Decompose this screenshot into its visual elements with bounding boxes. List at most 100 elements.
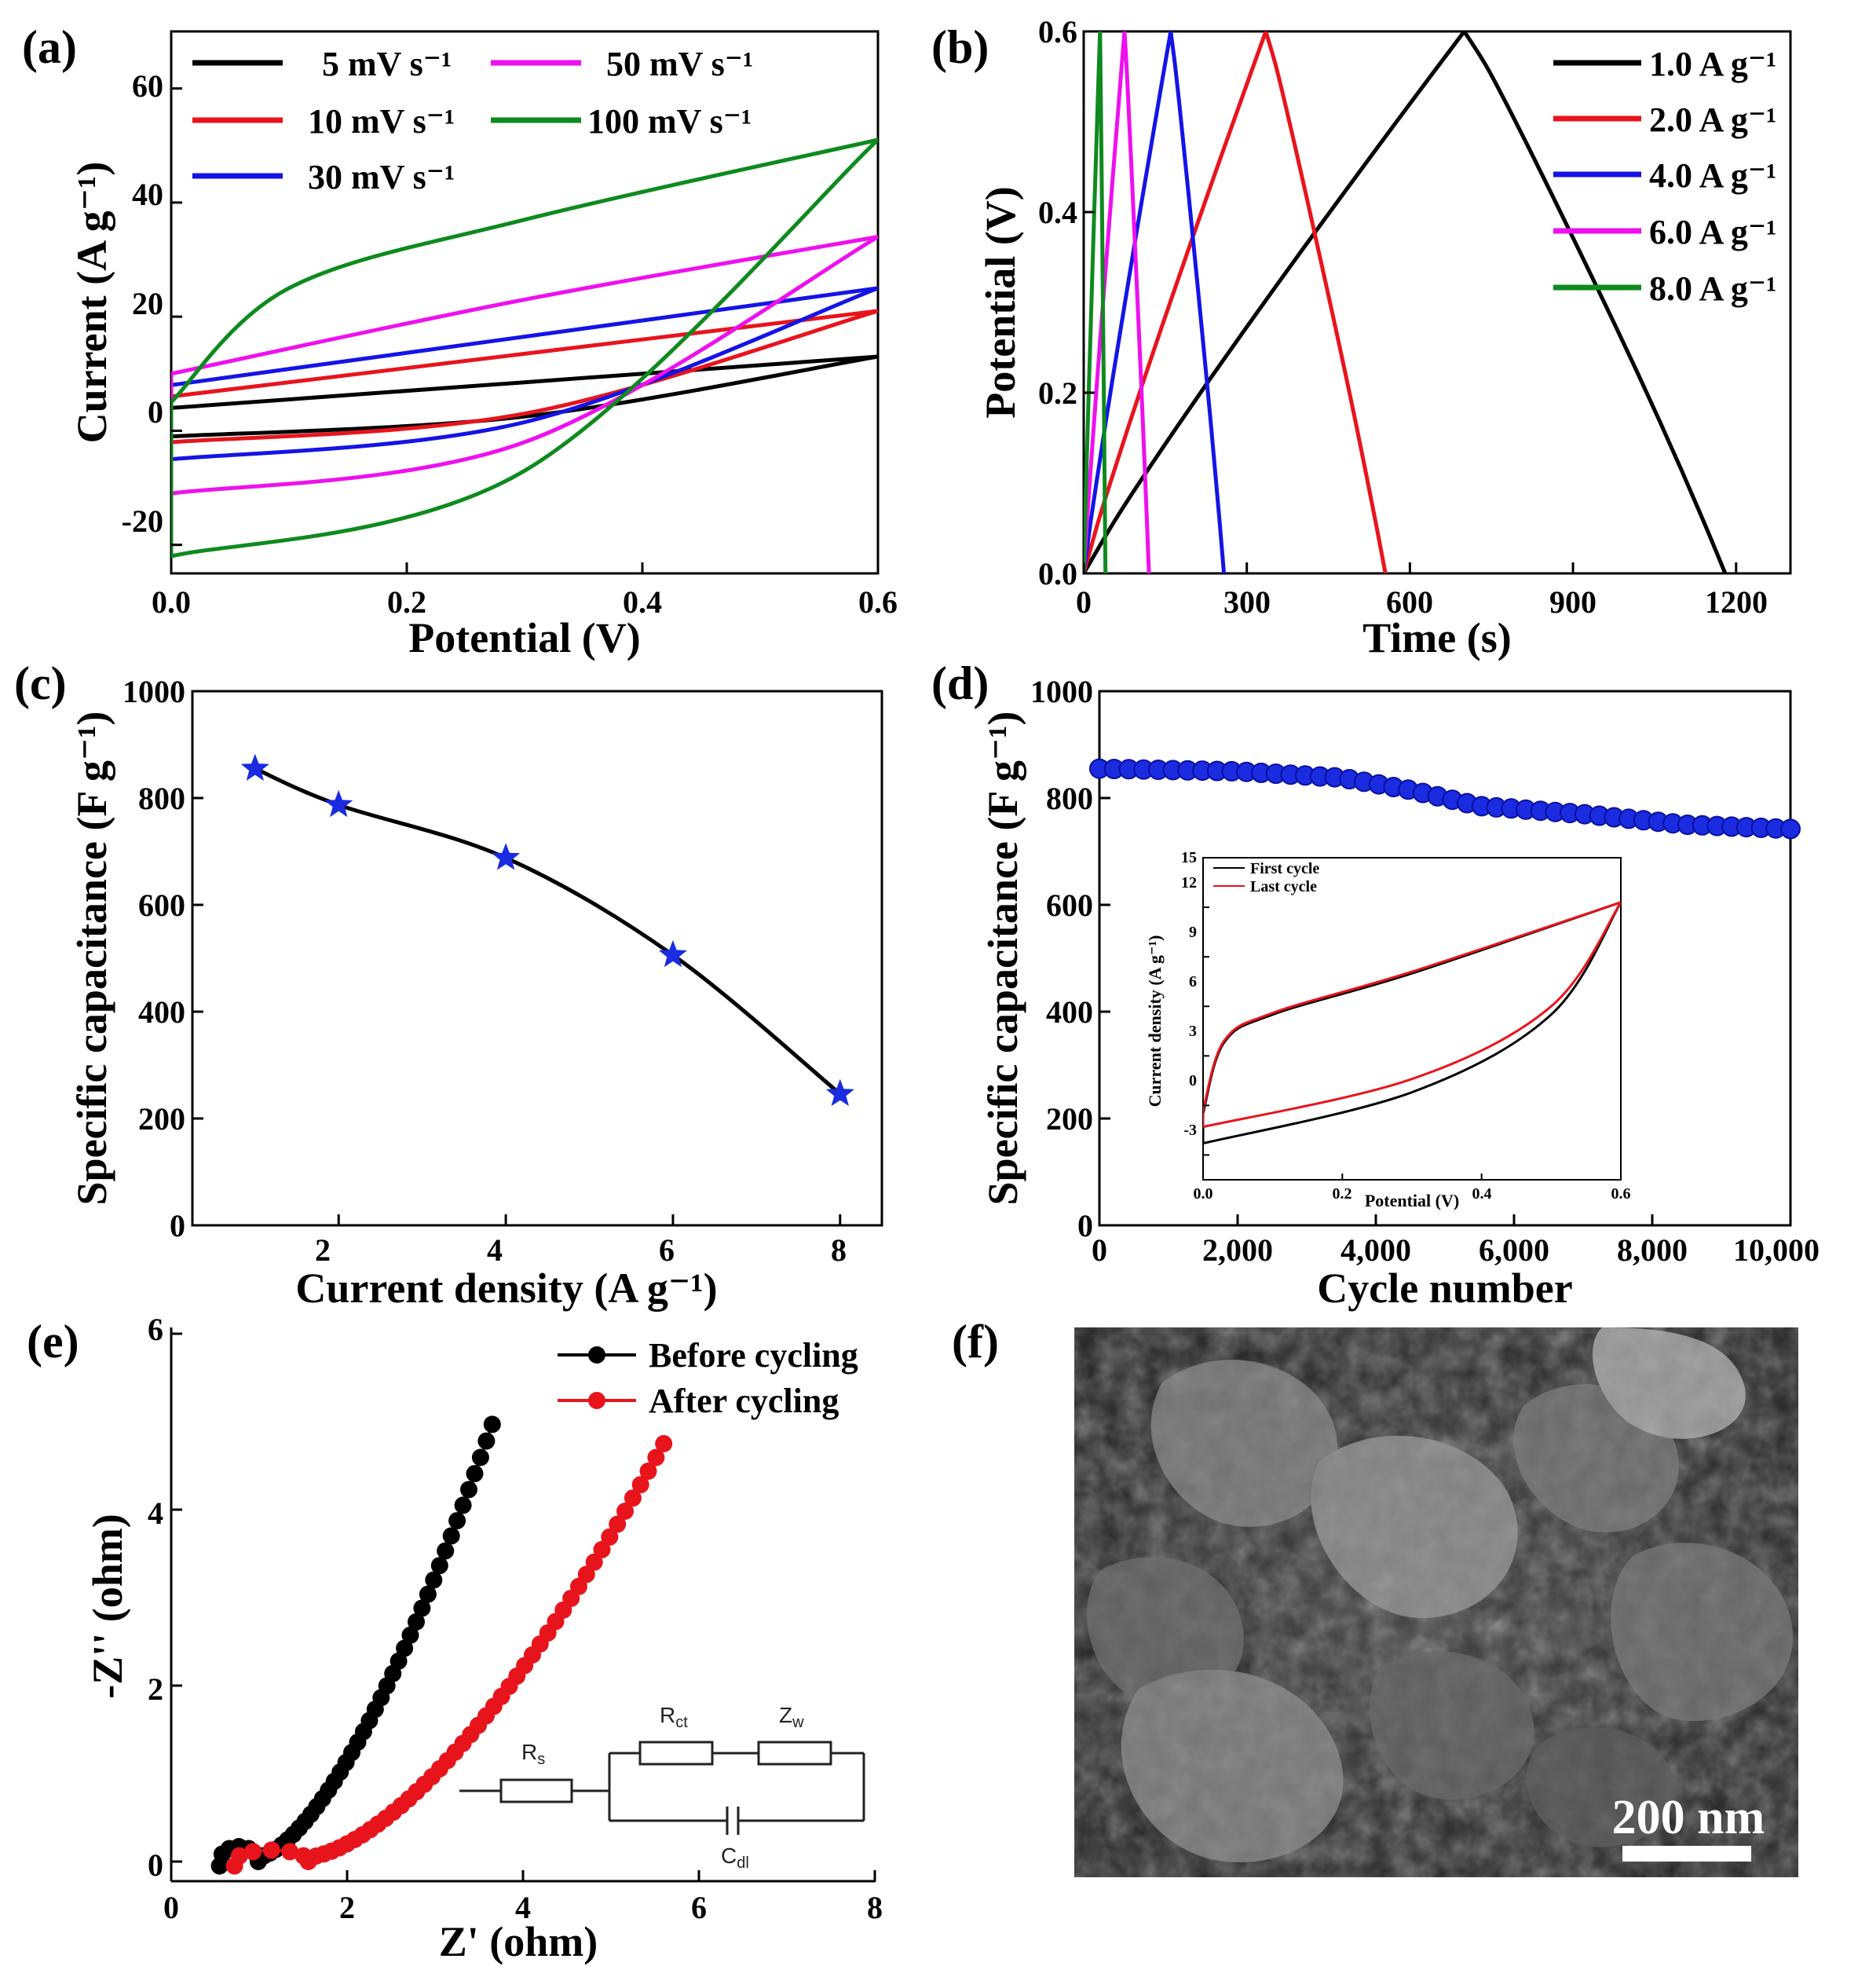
a-cv-loop-4 <box>171 137 878 558</box>
a-xlabel: Potential (V) <box>408 614 640 661</box>
panel-d-frame <box>1098 690 1792 1227</box>
e-ytick: 0 <box>148 1847 163 1883</box>
d-xlabel: Cycle number <box>1317 1265 1572 1312</box>
d-inset-ytick: 15 <box>1181 849 1197 866</box>
b-legend-4: 4.0 A g⁻¹ <box>1649 156 1776 195</box>
circuit-label-zw-sub: w <box>792 1714 804 1731</box>
circuit-label-cdl: Cdl <box>721 1843 749 1872</box>
e-nyquist-point <box>609 1515 627 1533</box>
d-ytick: 0 <box>1077 1208 1093 1243</box>
circuit-label-cdl-main: C <box>721 1843 737 1868</box>
d-inset-xtick: 0.4 <box>1472 1185 1492 1203</box>
d-inset-ytick: -3 <box>1183 1122 1197 1139</box>
e-nyquist-point <box>230 1847 248 1865</box>
e-ytick: 4 <box>148 1496 163 1531</box>
d-xtick: 10,000 <box>1733 1232 1820 1268</box>
c-xlabel: Current density (A g⁻¹) <box>295 1265 717 1312</box>
panel-c-chart: 2 4 6 8 0 200 400 600 800 1000 Current d… <box>68 674 883 1312</box>
e-xtick: 0 <box>163 1890 179 1925</box>
panel-f-label: (f) <box>952 1316 999 1367</box>
b-xlabel: Time (s) <box>1362 614 1511 661</box>
e-nyquist-point <box>437 1542 455 1560</box>
d-inset-ytick: 6 <box>1189 973 1197 990</box>
a-cv-loop-1 <box>171 309 878 445</box>
c-ylabel: Specific capacitance (F g⁻¹) <box>68 711 115 1205</box>
c-star-marker <box>492 843 521 870</box>
a-ylabel: Current (A g⁻¹) <box>68 162 115 444</box>
e-ytick: 2 <box>148 1671 163 1707</box>
a-ytick: 0 <box>148 394 163 430</box>
c-xtick: 6 <box>659 1232 675 1268</box>
e-ytick: 6 <box>148 1312 163 1347</box>
a-ytick: 20 <box>132 286 163 321</box>
a-xtick: 0.4 <box>623 584 662 620</box>
circuit-label-zw-main: Z <box>779 1703 792 1727</box>
b-gcd-curve-4 <box>1084 31 1108 573</box>
b-ytick: 0.0 <box>1038 556 1077 591</box>
panel-e-chart: 0 2 4 6 8 0 2 4 6 Z' (ohm) -Z'' (ohm) Be… <box>84 1312 883 1965</box>
a-legend-10: 10 mV s⁻¹ <box>308 102 455 141</box>
sem-flake <box>1087 1557 1244 1706</box>
b-legend-2: 2.0 A g⁻¹ <box>1649 101 1776 139</box>
sem-flake <box>1150 1360 1338 1527</box>
panel-b-label: (b) <box>931 21 989 73</box>
a-legend: 5 mV s⁻¹ 10 mV s⁻¹ 30 mV s⁻¹ 50 mV s⁻¹ 1… <box>192 45 753 196</box>
a-cv-loop-0 <box>171 354 878 439</box>
c-xtick: 2 <box>315 1232 331 1268</box>
d-inset-frame <box>1202 857 1622 1181</box>
d-inset-legend-last: Last cycle <box>1250 878 1317 895</box>
panel-c-frame <box>191 690 883 1227</box>
circuit-resistor-rct <box>638 1741 714 1766</box>
b-legend-6: 6.0 A g⁻¹ <box>1649 213 1776 251</box>
b-gcd-curve-1 <box>1084 31 1388 573</box>
e-nyquist-point <box>585 1553 603 1571</box>
e-xtick: 2 <box>339 1890 355 1925</box>
e-xtick: 4 <box>515 1890 531 1925</box>
c-ytick: 400 <box>138 994 185 1030</box>
e-legend-marker-after <box>588 1392 605 1409</box>
c-ytick: 800 <box>138 781 185 816</box>
circuit-label-rct: Rct <box>660 1703 688 1731</box>
d-ylabel: Specific capacitance (F g⁻¹) <box>979 711 1026 1205</box>
c-star-marker <box>825 1078 854 1107</box>
b-ylabel: Potential (V) <box>977 186 1024 418</box>
d-cycle-point <box>1780 818 1801 840</box>
d-inset-ytick: 0 <box>1189 1072 1197 1089</box>
e-nyquist-point <box>448 1512 466 1530</box>
a-xtick: 0.6 <box>858 584 898 620</box>
circuit-label-rs-main: R <box>521 1740 537 1764</box>
scale-bar <box>1622 1846 1751 1862</box>
b-ytick: 0.4 <box>1038 195 1077 230</box>
c-star-marker <box>324 789 353 818</box>
a-cv-loop-3 <box>171 235 878 496</box>
sem-flake <box>1611 1543 1794 1722</box>
sem-flake <box>1370 1651 1534 1800</box>
c-xtick: 4 <box>487 1232 503 1268</box>
e-legend: Before cycling After cycling <box>558 1336 858 1420</box>
e-nyquist-point <box>631 1476 649 1494</box>
d-xtick: 8,000 <box>1617 1232 1688 1268</box>
a-ytick: -20 <box>122 503 163 539</box>
panel-b-frame <box>1082 30 1792 575</box>
panel-d-chart: 0 2,000 4,000 6,000 8,000 10,000 0 200 4… <box>979 674 1820 1312</box>
d-inset-legend-first: First cycle <box>1250 860 1319 877</box>
c-ytick: 200 <box>138 1101 185 1137</box>
e-nyquist-point <box>408 1613 425 1631</box>
e-nyquist-point <box>396 1639 414 1657</box>
b-gcd-curve-3 <box>1084 31 1151 573</box>
d-xtick: 6,000 <box>1479 1232 1549 1268</box>
e-nyquist-point <box>262 1841 280 1859</box>
e-legend-before: Before cycling <box>649 1336 858 1375</box>
e-xtick: 6 <box>691 1890 707 1925</box>
panel-e-label: (e) <box>27 1316 79 1367</box>
e-nyquist-point <box>477 1432 496 1450</box>
panel-a-chart: 0.0 0.2 0.4 0.6 -20 0 20 40 60 Potential… <box>68 30 898 661</box>
d-inset-ylabel: Current density (A g⁻¹) <box>1145 935 1165 1107</box>
e-ylabel: -Z'' (ohm) <box>84 1514 131 1699</box>
b-ytick: 0.2 <box>1038 375 1077 411</box>
a-ytick: 60 <box>132 68 163 104</box>
d-xtick: 4,000 <box>1340 1232 1411 1268</box>
e-nyquist-point <box>454 1496 472 1514</box>
d-inset-xtick: 0.6 <box>1611 1185 1631 1203</box>
